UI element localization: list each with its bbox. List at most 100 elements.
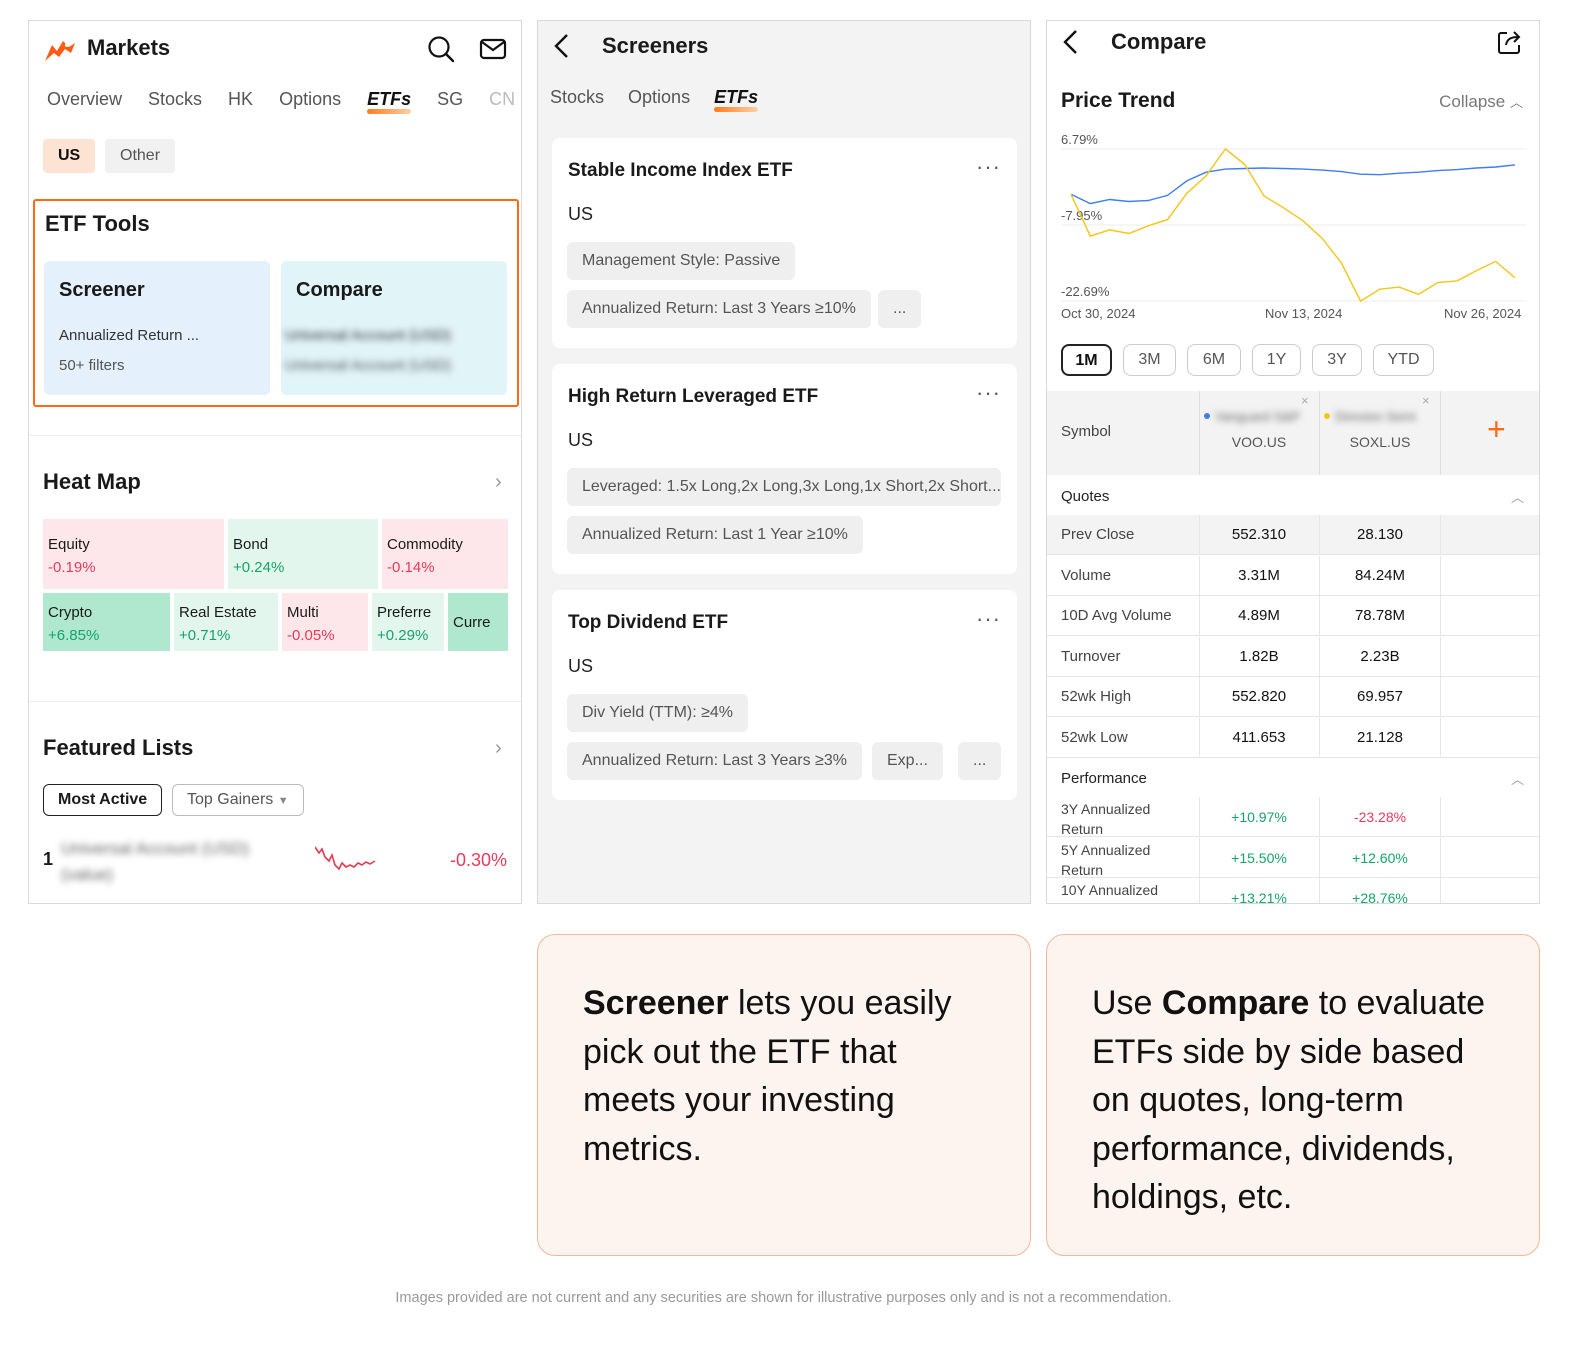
heat-map-cell-real-estate[interactable]: Real Estate +0.71% [174,593,278,651]
screener-card-high-return-leveraged[interactable]: High Return Leveraged ETF ··· US Leverag… [552,364,1017,574]
price-trend-chart [1061,147,1527,303]
quote-label: 52wk Low [1061,728,1128,746]
featured-row-name-sub: (value) [61,865,113,884]
mail-icon[interactable] [479,35,507,63]
compare-card-line2: Universal Account (USD) [285,357,451,374]
heat-map-cell-commodity[interactable]: Commodity -0.14% [382,519,508,589]
period-ytd[interactable]: YTD [1373,344,1434,376]
period-6m[interactable]: 6M [1187,344,1241,376]
remove-symbol-close-icon[interactable]: × [1301,393,1309,408]
compare-title: Compare [1111,29,1207,54]
remove-symbol-close-icon[interactable]: × [1422,393,1430,408]
tab-options[interactable]: Options [628,87,691,107]
symbol-name: Vanguard S&P [1215,409,1301,424]
screener-note: Screener lets you easily pick out the ET… [537,934,1031,1256]
tab-cn[interactable]: CN [489,89,516,109]
chevron-up-icon: ︿ [1509,95,1523,110]
tab-etfs[interactable]: ETFs [714,87,759,112]
quote-value-voo: 552.310 [1231,526,1287,543]
more-icon[interactable]: ··· [976,380,1001,405]
more-icon[interactable]: ··· [976,154,1001,179]
screener-card-stable-income[interactable]: Stable Income Index ETF ··· US Managemen… [552,138,1017,348]
quote-value-soxl: 84.24M [1354,566,1406,584]
highlighted-row-bg [1047,515,1539,555]
y-tick-label: 6.79% [1061,132,1098,147]
performance-value-voo: +10.97% [1231,809,1287,825]
heat-map-cell-multi[interactable]: Multi -0.05% [282,593,368,651]
search-icon[interactable] [427,35,455,63]
series-dot-soxl [1324,413,1330,419]
more-icon[interactable]: ··· [976,606,1001,631]
page-title: Markets [87,35,171,60]
performance-value-soxl: -23.28% [1353,809,1407,825]
y-tick-label: -22.69% [1061,284,1110,299]
table-row: Prev Close 552.310 28.130 [1047,515,1539,555]
period-1y[interactable]: 1Y [1252,344,1301,376]
featured-lists-chevron-right-icon[interactable]: › [495,737,502,759]
x-tick-label: Nov 13, 2024 [1265,306,1343,321]
quote-value-voo: 4.89M [1238,607,1280,624]
symbol-label: Symbol [1061,423,1112,440]
heat-map-cell-equity[interactable]: Equity -0.19% [43,519,224,589]
heat-map-cell-bond[interactable]: Bond +0.24% [228,519,378,589]
chevron-up-icon[interactable]: ︿ [1511,772,1525,787]
period-3m[interactable]: 3M [1123,344,1176,376]
tab-stocks[interactable]: Stocks [550,87,605,107]
filter-chip-more: ... [958,742,1002,780]
quote-value-soxl: 28.130 [1357,526,1403,543]
series-dot-voo [1204,413,1210,419]
x-tick-label: Oct 30, 2024 [1061,306,1136,321]
heat-map-cell-currency[interactable]: Curre [448,593,508,651]
market-tabs: Overview Stocks HK Options ETFs SG CN [47,89,516,114]
screener-card-top-dividend[interactable]: Top Dividend ETF ··· US Div Yield (TTM):… [552,590,1017,800]
screener-tabs: Stocks Options ETFs [550,87,759,112]
series-line-voo-us [1070,164,1516,205]
table-row: 3Y Annualized Return +10.97% -23.28% [1047,797,1539,837]
back-chevron-icon[interactable] [552,33,570,59]
screener-card-title: High Return Leveraged ETF [568,386,819,407]
share-icon[interactable] [1497,29,1523,55]
featured-lists-title: Featured Lists [43,735,194,760]
quote-value-voo: 411.653 [1232,728,1286,746]
tab-overview[interactable]: Overview [47,89,123,109]
back-chevron-icon[interactable] [1061,29,1079,55]
collapse-toggle[interactable]: Collapse ︿ [1439,92,1523,111]
tab-hk[interactable]: HK [228,89,254,109]
filter-chip: Annualized Return: Last 3 Years ≥3% [567,742,862,780]
heat-map-chevron-right-icon[interactable]: › [495,471,502,493]
filter-chip: Leveraged: 1.5x Long,2x Long,3x Long,1x … [567,468,1001,506]
filter-chip: Annualized Return: Last 1 Year ≥10% [567,516,863,554]
add-symbol-plus-icon[interactable]: + [1487,411,1506,447]
tab-stocks[interactable]: Stocks [148,89,203,109]
table-row: Volume 3.31M 84.24M [1047,555,1539,596]
performance-label: 5Y Annualized Return [1061,841,1151,878]
tab-sg[interactable]: SG [437,89,464,109]
markets-panel: Markets Overview Stocks HK Options ETFs … [28,20,522,904]
heat-map-cell-crypto[interactable]: Crypto +6.85% [43,593,170,651]
app-logo-icon [45,41,75,61]
compare-card[interactable]: Compare Universal Account (USD) Universa… [281,261,507,395]
filter-chip: Exp... [872,742,943,780]
featured-row-name[interactable]: Universal Account (USD) [61,839,250,858]
compare-card-title: Compare [296,279,383,301]
table-row: 10D Avg Volume 4.89M 78.78M [1047,596,1539,636]
region-other-chip[interactable]: Other [105,139,176,173]
quote-value-voo: 552.820 [1231,688,1287,705]
tab-etfs[interactable]: ETFs [367,89,412,114]
table-row: 10Y Annualized +13.21% +28.76% [1047,878,1539,903]
chevron-up-icon[interactable]: ︿ [1511,490,1525,505]
screener-card[interactable]: Screener Annualized Return ... 50+ filte… [44,261,270,395]
quote-value-soxl: 78.78M [1354,607,1406,624]
featured-row-rank: 1 [43,849,54,869]
quote-value-soxl: 21.128 [1357,728,1403,746]
compare-card-line1: Universal Account (USD) [285,327,451,344]
top-gainers-dropdown[interactable]: Top Gainers ▼ [172,784,304,816]
featured-row-change: -0.30% [449,850,507,870]
heat-map-cell-preferred[interactable]: Preferre +0.29% [372,593,444,651]
most-active-button[interactable]: Most Active [43,784,163,816]
period-3y[interactable]: 3Y [1312,344,1362,376]
etf-tools-title: ETF Tools [45,211,150,236]
tab-options[interactable]: Options [279,89,342,109]
period-1m[interactable]: 1M [1061,344,1112,376]
region-us-chip[interactable]: US [43,139,96,173]
